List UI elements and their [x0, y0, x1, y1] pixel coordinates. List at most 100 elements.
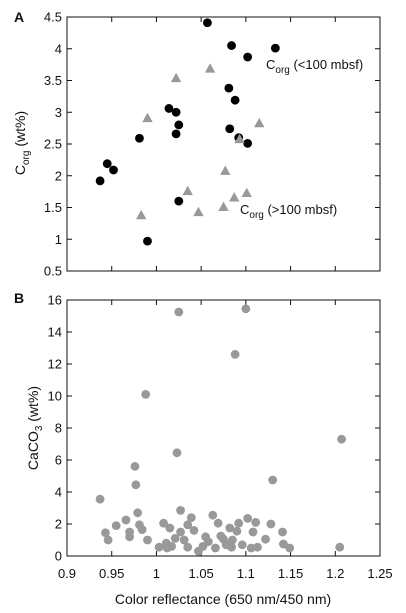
data-point-circle	[227, 542, 236, 552]
data-point-circle	[237, 540, 247, 550]
y-tick-label: 8	[55, 421, 62, 436]
series-label-upper: Corg (<100 mbsf)	[266, 57, 363, 76]
data-point-circle	[174, 120, 184, 130]
y-tick-label: 2	[55, 517, 62, 532]
data-point-circle	[251, 518, 261, 527]
data-point-circle	[174, 307, 184, 317]
x-tick-label: 1.25	[367, 566, 392, 581]
data-point-circle	[95, 176, 105, 186]
data-point-circle	[179, 535, 189, 545]
data-point-circle	[141, 390, 151, 399]
x-tick-label: 1	[153, 566, 160, 581]
data-point-circle	[337, 434, 346, 444]
data-point-circle	[143, 236, 152, 246]
data-point-circle	[335, 542, 345, 552]
data-point-triangle	[220, 165, 231, 175]
x-tick-label: 1.15	[278, 566, 303, 581]
panel-a-label: A	[14, 9, 24, 25]
data-point-circle	[171, 129, 181, 139]
data-point-circle	[130, 462, 140, 471]
data-point-circle	[143, 535, 152, 545]
data-point-circle	[230, 95, 240, 105]
data-point-circle	[103, 535, 113, 545]
data-point-circle	[213, 518, 223, 528]
data-point-circle	[133, 508, 143, 518]
y-tick-label: 16	[48, 293, 62, 308]
data-point-circle	[285, 543, 295, 553]
data-point-circle	[95, 494, 105, 504]
data-point-circle	[183, 542, 193, 552]
data-point-circle	[171, 107, 181, 117]
data-point-circle	[109, 165, 118, 175]
data-point-circle	[101, 528, 110, 538]
data-point-circle	[266, 519, 276, 529]
x-axis-label: Color reflectance (650 nm/450 nm)	[115, 591, 331, 607]
data-point-circle	[279, 539, 288, 549]
y-tick-label: 1.5	[44, 200, 62, 215]
data-point-circle	[183, 520, 193, 530]
y-tick-label: 3	[55, 105, 62, 120]
data-point-circle	[261, 534, 270, 544]
data-point-triangle	[229, 192, 240, 202]
data-point-triangle	[142, 112, 153, 123]
data-point-circle	[174, 196, 184, 206]
data-point-circle	[243, 52, 253, 62]
data-point-circle	[176, 506, 185, 515]
data-point-circle	[230, 350, 240, 359]
data-point-triangle	[204, 63, 216, 73]
x-tick-label: 0.95	[99, 566, 124, 581]
data-point-circle	[248, 527, 258, 537]
data-point-triangle	[241, 187, 252, 198]
data-point-circle	[232, 526, 242, 536]
y-tick-label: 4	[55, 41, 62, 56]
data-point-circle	[253, 542, 262, 552]
y-tick-label: 2.5	[44, 137, 62, 152]
x-tick-label: 1.1	[237, 566, 255, 581]
data-point-circle	[203, 18, 212, 28]
data-point-triangle	[218, 201, 229, 212]
data-point-circle	[135, 133, 144, 143]
panel-b-y-axis-label: CaCO3 (wt%)	[25, 386, 45, 470]
panel-a-y-axis-label: Corg (wt%)	[12, 111, 32, 175]
data-point-circle	[189, 526, 199, 535]
x-tick-label: 1.05	[188, 566, 213, 581]
data-point-triangle	[182, 185, 193, 196]
data-point-circle	[121, 515, 131, 525]
y-tick-label: 1	[55, 232, 62, 247]
y-tick-label: 2	[55, 168, 62, 183]
data-point-triangle	[136, 209, 147, 220]
data-point-circle	[203, 537, 213, 546]
y-tick-label: 0	[55, 549, 62, 564]
series-label-lower: Corg (>100 mbsf)	[240, 202, 337, 221]
y-tick-label: 0.5	[44, 264, 62, 279]
data-point-circle	[243, 514, 253, 523]
y-tick-label: 4.5	[44, 10, 62, 25]
data-point-circle	[167, 542, 177, 551]
y-tick-label: 4	[55, 485, 62, 500]
x-tick-label: 1.2	[326, 566, 344, 581]
y-tick-label: 10	[48, 389, 62, 404]
x-tick-label: 0.9	[58, 566, 76, 581]
data-point-circle	[170, 534, 180, 543]
data-point-circle	[165, 523, 175, 533]
data-point-circle	[278, 527, 287, 537]
data-point-circle	[270, 43, 280, 53]
data-point-circle	[186, 513, 196, 522]
data-point-circle	[224, 83, 234, 93]
data-point-circle	[225, 124, 235, 134]
data-point-circle	[227, 41, 236, 50]
panel-b-frame	[66, 299, 381, 557]
data-point-circle	[172, 448, 182, 458]
data-point-triangle	[234, 133, 245, 144]
data-point-circle	[268, 475, 278, 485]
data-point-circle	[154, 542, 164, 552]
panel-a: A Corg (wt%) Corg (<100 mbsf) Corg (>100…	[12, 9, 381, 279]
data-point-circle	[241, 304, 251, 314]
y-tick-label: 14	[48, 325, 62, 340]
panel-a-frame	[66, 16, 381, 272]
data-point-circle	[176, 527, 185, 537]
y-tick-label: 6	[55, 453, 62, 468]
panel-b: B CaCO3 (wt%) Color reflectance (650 nm/…	[14, 290, 393, 607]
panel-b-label: B	[14, 290, 24, 306]
